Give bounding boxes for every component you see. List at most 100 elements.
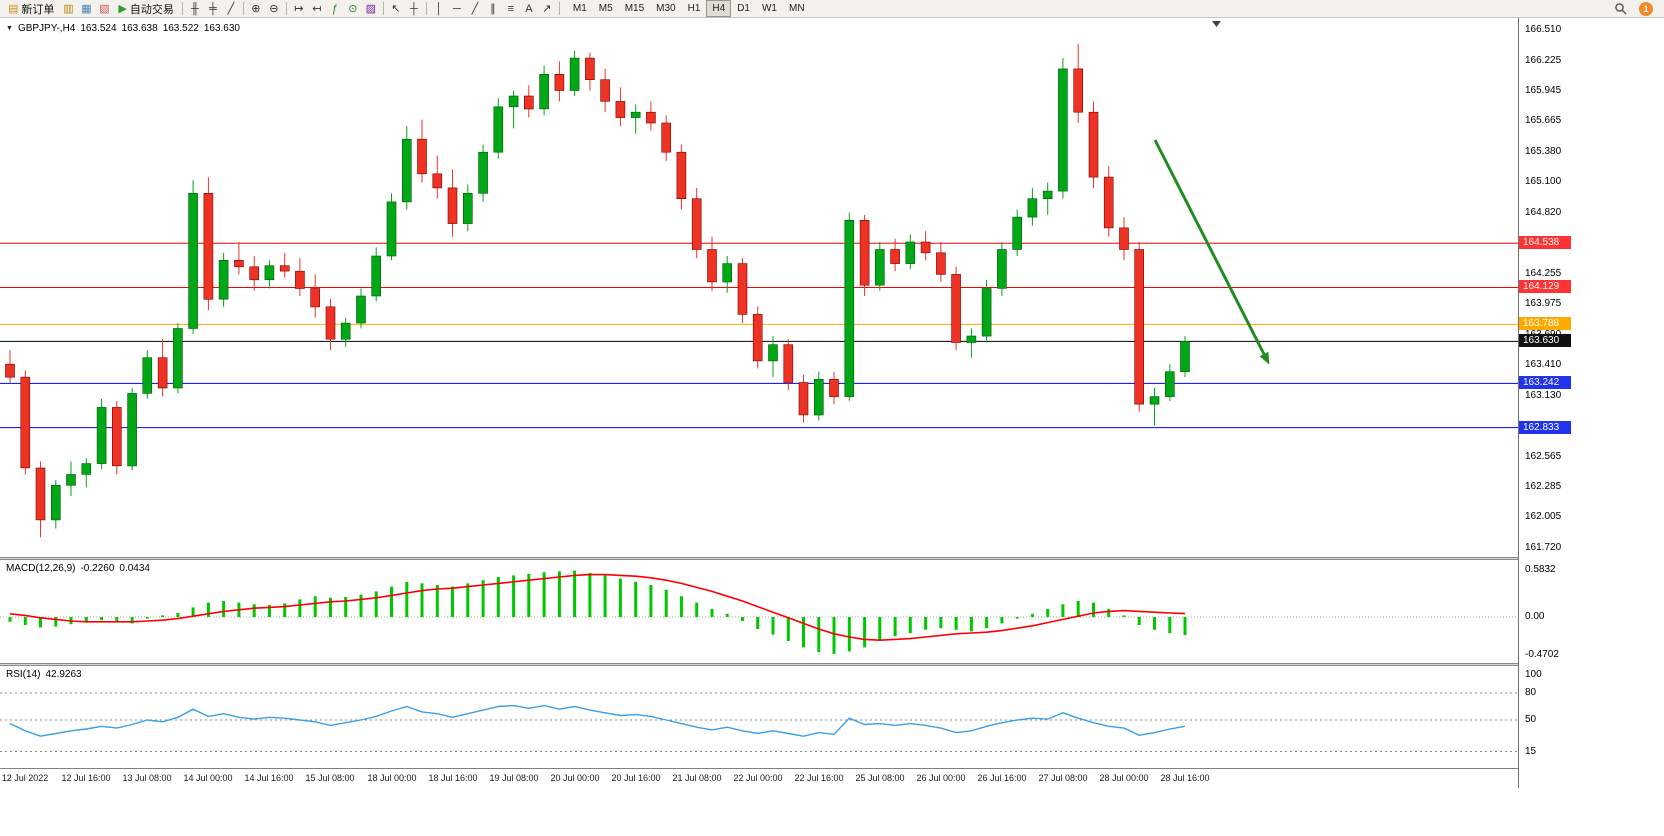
symbol-dropdown-icon[interactable]: ▼ — [6, 25, 13, 32]
timeframe-m30[interactable]: M30 — [656, 3, 676, 14]
rsi-panel-canvas[interactable] — [0, 666, 1518, 768]
timeframe-d1[interactable]: D1 — [737, 3, 750, 14]
time-label: 14 Jul 00:00 — [183, 773, 233, 783]
terminal-icon[interactable]: ▧ — [95, 0, 113, 17]
time-label: 28 Jul 00:00 — [1099, 773, 1149, 783]
candle — [691, 198, 702, 250]
navigator-icon-glyph: ▦ — [81, 3, 92, 15]
chart-header: ▼ GBPJPY-,H4 163.524 163.638 163.522 163… — [6, 23, 240, 34]
candle — [966, 335, 977, 343]
arrows-tool-icon[interactable]: ↗ — [538, 0, 556, 17]
timeframe-w1[interactable]: W1 — [761, 3, 777, 14]
navigator-icon[interactable]: ▦ — [77, 0, 95, 17]
autotrading-button[interactable]: ▶ 自动交易 — [113, 0, 178, 17]
timeframe-h4[interactable]: H4 — [706, 0, 732, 17]
trend-arrow-annotation[interactable] — [1153, 139, 1270, 365]
rsi-axis-label: 15 — [1525, 746, 1537, 757]
timeframe-h1[interactable]: H1 — [687, 3, 701, 14]
trendline-icon[interactable]: ╱ — [466, 0, 484, 17]
main-chart-canvas[interactable] — [0, 18, 1518, 557]
candle — [523, 95, 534, 110]
text-label-icon[interactable]: A — [520, 0, 538, 17]
cursor-icon[interactable]: ↖ — [387, 0, 405, 17]
price-tick: 165.665 — [1525, 115, 1562, 126]
candle — [1012, 216, 1023, 250]
candle — [936, 252, 946, 275]
candle — [768, 344, 778, 362]
candle — [96, 407, 107, 464]
bar-chart-icon[interactable]: ╫ — [186, 0, 204, 17]
candle — [752, 314, 763, 362]
periods-icon[interactable]: ⊙ — [344, 0, 362, 17]
zoom-out-icon-glyph: ⊖ — [269, 3, 279, 15]
candlestick-chart-icon[interactable]: ╪ — [204, 0, 222, 17]
candlestick-chart-icon-glyph: ╪ — [208, 2, 217, 15]
header-open: 163.524 — [80, 23, 117, 34]
toolbar-left-group: ▤ 新订单 ▥ ▦ ▧ ▶ 自动交易 ╫ ╪ ╱ ⊕ ⊖ ↦ ↤ ƒ ⊙ ▨ ↖ ┼ │ ─ ╱ ∥ ≡ A ↗ — [3, 0, 563, 17]
search-icon[interactable] — [1611, 0, 1629, 17]
timeframe-m15[interactable]: M15 — [624, 3, 645, 14]
horizontal-line-icon-glyph: ─ — [452, 2, 461, 15]
market-watch-icon[interactable]: ▥ — [59, 0, 77, 17]
chart-shift-icon-glyph: ↤ — [312, 3, 322, 15]
panel-splitter[interactable] — [0, 557, 1664, 560]
candle — [173, 328, 183, 389]
vertical-line-icon[interactable]: │ — [430, 0, 448, 17]
new-order-button[interactable]: ▤ 新订单 — [3, 0, 59, 17]
macd-main-value: -0.2260 — [80, 563, 115, 574]
candle — [707, 249, 717, 283]
time-label: 22 Jul 16:00 — [794, 773, 844, 783]
price-tick: 164.820 — [1525, 207, 1562, 218]
timeframe-m5[interactable]: M5 — [598, 3, 613, 14]
notification-badge[interactable]: 1 — [1639, 1, 1653, 16]
macd-axis-label: 0.5832 — [1525, 564, 1556, 575]
toolbar: ▤ 新订单 ▥ ▦ ▧ ▶ 自动交易 ╫ ╪ ╱ ⊕ ⊖ ↦ ↤ ƒ ⊙ ▨ ↖ ┼ │ ─ ╱ ∥ ≡ A ↗ M1 M5 M15 M… — [0, 0, 1664, 18]
arrows-tool-icon-glyph: ↗ — [542, 3, 552, 15]
candle — [661, 122, 672, 153]
candle — [951, 274, 961, 343]
candle — [264, 265, 275, 281]
timeframe-group: M1 M5 M15 M30 H1 H4 D1 W1 MN — [567, 0, 811, 17]
price-tick: 165.945 — [1525, 85, 1562, 96]
time-axis[interactable]: 12 Jul 2022 12 Jul 16:00 13 Jul 08:00 14 Ju… — [0, 768, 1518, 791]
time-label: 13 Jul 08:00 — [122, 773, 172, 783]
horizontal-line-icon[interactable]: ─ — [448, 0, 466, 17]
candle — [508, 95, 519, 108]
time-label: 18 Jul 00:00 — [367, 773, 417, 783]
candle — [813, 378, 824, 416]
price-tick: 162.565 — [1525, 451, 1562, 462]
price-scale[interactable]: 166.510 166.225 165.945 165.665 165.380 165.1… — [1518, 18, 1664, 788]
indicators-icon[interactable]: ƒ — [326, 0, 344, 17]
timeframe-mn[interactable]: MN — [788, 3, 805, 14]
channel-icon[interactable]: ∥ — [484, 0, 502, 17]
candle — [249, 266, 259, 281]
fibonacci-icon[interactable]: ≡ — [502, 0, 520, 17]
panel-splitter[interactable] — [0, 663, 1664, 666]
candle — [539, 73, 549, 110]
chart-shift-marker[interactable] — [1212, 21, 1221, 27]
candle — [554, 73, 565, 91]
zoom-in-icon[interactable]: ⊕ — [247, 0, 265, 17]
price-tick: 166.510 — [1525, 24, 1562, 35]
header-low: 163.522 — [162, 23, 199, 34]
zoom-out-icon[interactable]: ⊖ — [265, 0, 283, 17]
new-order-glyph: ▤ — [8, 3, 19, 15]
crosshair-icon[interactable]: ┼ — [405, 0, 423, 17]
auto-scroll-icon[interactable]: ↦ — [290, 0, 308, 17]
time-label: 22 Jul 00:00 — [733, 773, 783, 783]
candle — [157, 357, 168, 389]
templates-icon[interactable]: ▨ — [362, 0, 380, 17]
timeframe-m1[interactable]: M1 — [572, 3, 587, 14]
price-level-badge-support-2: 162.833 — [1519, 421, 1571, 434]
rsi-value: 42.9263 — [45, 669, 82, 680]
line-chart-icon[interactable]: ╱ — [222, 0, 240, 17]
header-high: 163.638 — [121, 23, 158, 34]
candle — [1119, 227, 1129, 250]
symbol-period: GBPJPY-,H4 — [17, 23, 76, 34]
candle — [462, 193, 473, 224]
candle — [35, 467, 46, 521]
candle — [279, 265, 290, 272]
macd-panel-canvas[interactable] — [0, 560, 1518, 662]
chart-shift-icon[interactable]: ↤ — [308, 0, 326, 17]
price-level-badge-support-1: 163.242 — [1519, 376, 1571, 389]
